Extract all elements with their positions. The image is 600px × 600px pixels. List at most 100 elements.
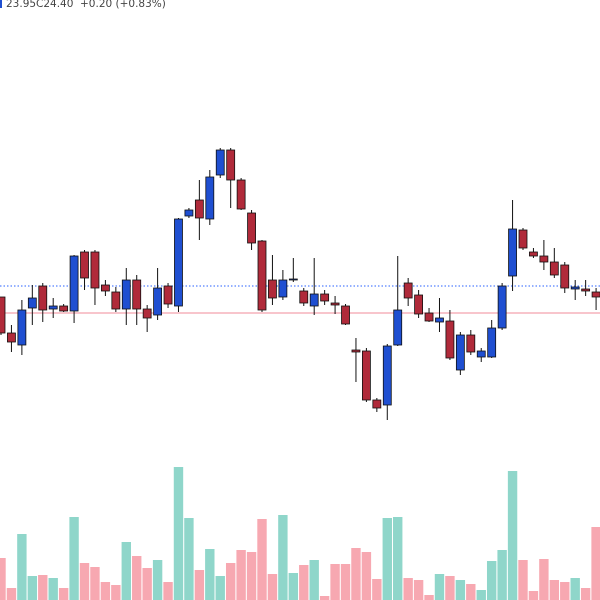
candle-body <box>215 149 225 176</box>
candle-body <box>581 288 591 292</box>
volume-bar <box>236 550 246 600</box>
volume-bar <box>424 595 434 600</box>
volume-bar <box>560 582 570 600</box>
candle-body <box>153 287 163 316</box>
volume-bar <box>591 527 600 600</box>
volume-bar <box>319 596 330 600</box>
candle-body <box>121 279 131 310</box>
candle-body <box>539 255 549 263</box>
candle-body <box>361 350 371 401</box>
candle-body <box>570 286 580 290</box>
volume-bar <box>466 584 476 600</box>
volume-bar <box>79 563 90 600</box>
header-text: +0.20 (+0.83%) <box>80 0 166 10</box>
volume-bar <box>38 575 48 600</box>
volume-bar <box>570 578 580 600</box>
candle-body <box>0 296 6 334</box>
candle-body <box>549 261 559 276</box>
volume-bar <box>58 588 69 600</box>
candle-body <box>424 312 434 322</box>
volume-bar <box>152 560 163 600</box>
candle-body <box>497 285 507 329</box>
volume-bar <box>476 590 486 600</box>
candle-body <box>48 305 58 310</box>
candle-body <box>320 293 330 302</box>
volume-bar <box>48 578 58 600</box>
candle-body <box>27 297 37 309</box>
candle-body <box>247 212 256 244</box>
candle-body <box>341 305 350 325</box>
volume-bar <box>340 564 351 600</box>
volume-bar <box>90 567 100 600</box>
volume-bar <box>132 556 142 600</box>
volume-bar <box>507 471 518 600</box>
candle-body <box>393 309 403 346</box>
volume-bar <box>111 585 121 600</box>
volume-bar <box>142 568 152 600</box>
candle-body <box>194 199 204 219</box>
candle-body <box>591 291 600 298</box>
candle-body <box>466 334 476 353</box>
volume-bar <box>497 550 507 600</box>
volume-bar <box>413 580 424 600</box>
volume-bar <box>246 552 257 600</box>
candle-body <box>268 279 277 299</box>
volume-bar <box>528 591 539 600</box>
volume-bar <box>434 574 445 600</box>
volume-bar <box>205 549 215 600</box>
candle-body <box>403 282 413 299</box>
candle-body <box>59 305 69 312</box>
volume-bar <box>403 578 413 600</box>
header-marker <box>0 0 2 8</box>
volume-bar <box>173 467 184 600</box>
candle-body <box>236 179 246 210</box>
candle-body <box>38 285 48 311</box>
candle-body <box>309 293 319 307</box>
volume-bar <box>163 582 173 600</box>
candle-body <box>278 279 288 298</box>
candle-body <box>142 308 152 319</box>
volume-bar <box>215 576 225 600</box>
candle-body <box>372 399 382 409</box>
candle-body <box>455 334 465 371</box>
volume-bar <box>267 574 278 600</box>
candle-body <box>101 284 110 292</box>
volume-bar <box>393 517 403 600</box>
candle-body <box>90 251 100 289</box>
volume-bar <box>330 564 340 600</box>
candle-body <box>17 309 27 346</box>
candle-body <box>518 229 528 249</box>
candle-body <box>163 285 173 305</box>
candle-body <box>529 251 538 257</box>
candle-body <box>351 349 361 353</box>
candle-body <box>132 279 142 310</box>
volume-bar <box>518 560 528 600</box>
candle-body <box>560 264 570 289</box>
header-text: C24.40 <box>36 0 73 10</box>
volume-bar <box>361 552 372 600</box>
candle-body <box>445 320 455 359</box>
volume-bar <box>0 558 6 600</box>
volume-bar <box>382 518 392 600</box>
volume-bar <box>351 548 361 600</box>
candle-body <box>487 327 497 358</box>
volume-bar <box>100 582 111 600</box>
volume-bar <box>486 561 497 600</box>
volume-bar <box>194 570 205 600</box>
candle-body <box>414 294 424 315</box>
volume-bar <box>580 588 591 600</box>
candle-body <box>508 228 517 277</box>
candle-body <box>299 290 309 304</box>
volume-bar <box>299 565 309 600</box>
volume-bar <box>121 542 131 600</box>
volume-bar <box>27 576 38 600</box>
volume-bar <box>257 519 267 600</box>
candle-body <box>184 209 194 217</box>
candle-body <box>435 317 444 323</box>
candle-body <box>226 149 236 181</box>
candle-body <box>476 350 486 358</box>
volume-bar <box>372 579 382 600</box>
volume-bar <box>6 588 17 600</box>
candle-body <box>288 278 298 281</box>
volume-bar <box>549 580 560 600</box>
